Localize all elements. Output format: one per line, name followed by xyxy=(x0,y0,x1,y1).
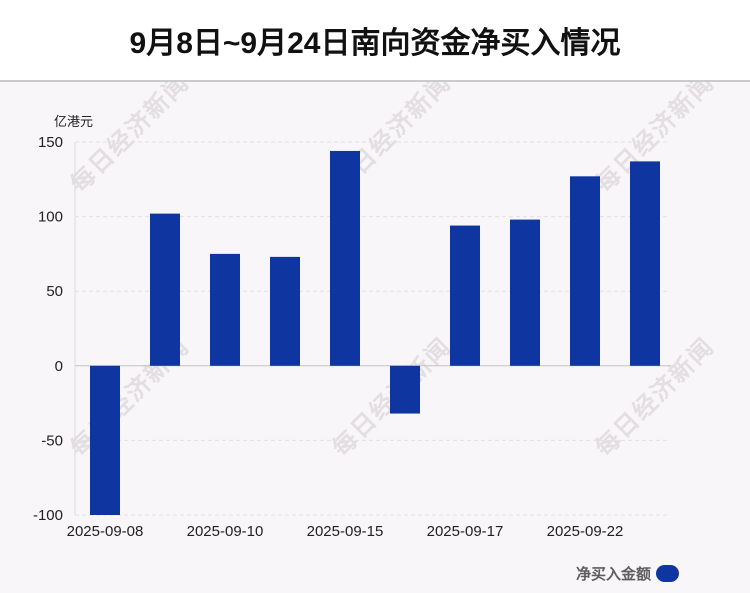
y-tick-label: 100 xyxy=(38,209,63,226)
bar xyxy=(390,365,420,414)
bar xyxy=(150,213,180,366)
x-tick-label: 2025-09-22 xyxy=(547,523,624,540)
y-tick-label: 0 xyxy=(55,358,63,375)
title-bar: 9月8日~9月24日南向资金净买入情况 xyxy=(0,0,750,82)
bar xyxy=(270,256,300,366)
legend: 净买入金额 xyxy=(576,563,680,584)
watermark: 每日经济新闻 xyxy=(64,67,195,198)
chart-title: 9月8日~9月24日南向资金净买入情况 xyxy=(129,27,621,60)
bar xyxy=(630,161,660,366)
x-tick-label: 2025-09-17 xyxy=(427,523,504,540)
x-tick-label: 2025-09-08 xyxy=(67,523,144,540)
bar xyxy=(90,365,120,515)
x-tick-label: 2025-09-15 xyxy=(307,523,384,540)
bar xyxy=(510,219,540,366)
x-tick-label: 2025-09-10 xyxy=(187,523,264,540)
y-tick-label: 150 xyxy=(38,134,63,151)
bar xyxy=(570,176,600,366)
bar xyxy=(210,253,240,366)
y-tick-label: -100 xyxy=(33,507,63,524)
y-tick-label: 50 xyxy=(46,283,63,300)
bar xyxy=(450,225,480,366)
legend-label: 净买入金额 xyxy=(576,566,652,583)
y-tick-label: -50 xyxy=(41,432,63,449)
legend-swatch xyxy=(656,565,680,582)
y-axis-unit: 亿港元 xyxy=(54,114,93,129)
bar xyxy=(330,150,360,366)
